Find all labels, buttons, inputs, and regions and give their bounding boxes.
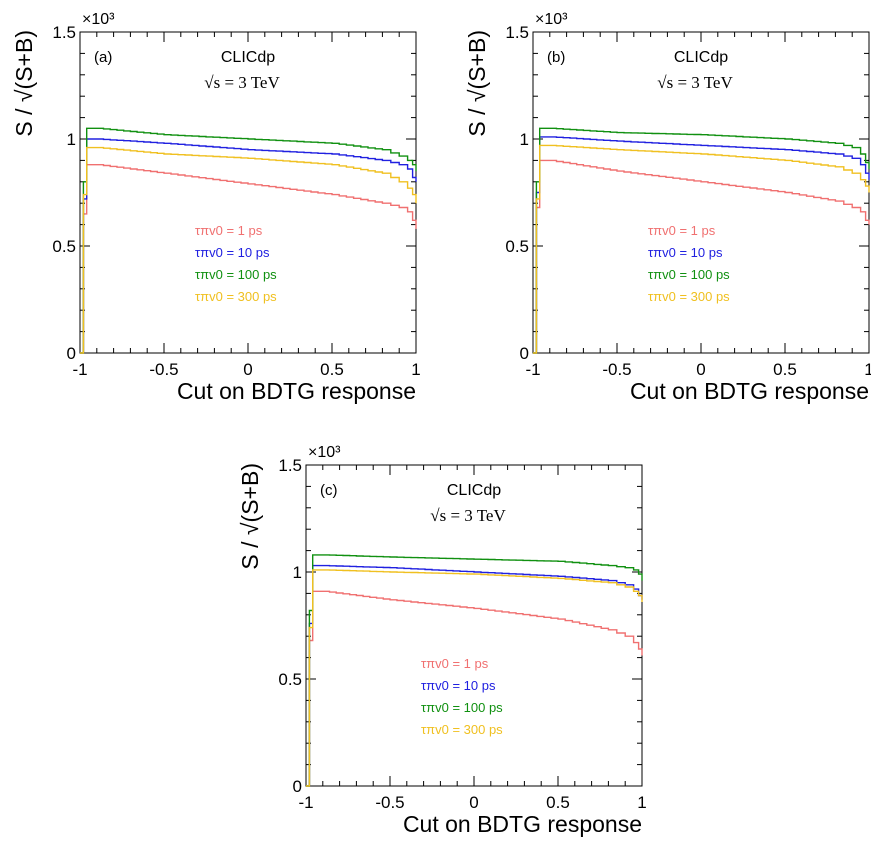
panel-label: (a) <box>94 49 112 66</box>
y-tick-label: 1 <box>520 130 529 149</box>
energy-label: √s = 3 TeV <box>430 506 506 525</box>
energy-label: √s = 3 TeV <box>204 73 280 92</box>
x-tick-label: 1 <box>864 360 871 379</box>
x-axis-label: Cut on BDTG response <box>630 378 869 404</box>
legend-entry: τπv0 = 300 ps <box>421 722 503 737</box>
x-tick-label: -0.5 <box>149 360 178 379</box>
y-tick-label: 1 <box>293 563 302 582</box>
x-tick-label: 1 <box>411 360 420 379</box>
panel-label: (b) <box>547 49 565 66</box>
y-multiplier-label: ×10³ <box>535 11 568 28</box>
y-tick-label: 0.5 <box>505 237 529 256</box>
legend-entry: τπv0 = 1 ps <box>648 223 716 238</box>
y-axis-label: S / √(S+B) <box>237 463 263 570</box>
energy-label: √s = 3 TeV <box>657 73 733 92</box>
series-line-3 <box>80 146 417 354</box>
chart-panel-b: -1 -0.5 0 0.5 1 0 0.5 1 1.5 ×10³ Cut on BDTG respo… <box>464 11 871 404</box>
legend-entry: τπv0 = 1 ps <box>421 656 489 671</box>
y-axis-label: S / √(S+B) <box>11 30 37 137</box>
y-tick-label: 0 <box>67 344 76 363</box>
y-tick-label: 0 <box>293 777 302 796</box>
series-line-3 <box>533 144 870 354</box>
x-tick-label: 0 <box>243 360 252 379</box>
series-line-1 <box>533 136 870 354</box>
legend-entry: τπv0 = 10 ps <box>195 245 270 260</box>
legend-entry: τπv0 = 300 ps <box>648 289 730 304</box>
experiment-label: CLICdp <box>674 49 728 66</box>
x-tick-label: 0.5 <box>320 360 344 379</box>
legend-entry: τπv0 = 10 ps <box>421 678 496 693</box>
x-tick-label: -1 <box>525 360 540 379</box>
x-tick-label: 0.5 <box>773 360 797 379</box>
y-multiplier-label: ×10³ <box>308 444 341 461</box>
y-tick-label: 0 <box>520 344 529 363</box>
legend-entry: τπv0 = 100 ps <box>195 267 277 282</box>
chart-panel-c: -1 -0.5 0 0.5 1 0 0.5 1 1.5 ×10³ Cut on BDTG respo… <box>237 444 647 837</box>
x-tick-label: -1 <box>72 360 87 379</box>
experiment-label: CLICdp <box>447 482 501 499</box>
legend-entry: τπv0 = 100 ps <box>421 700 503 715</box>
series-line-0 <box>533 159 870 354</box>
y-tick-label: 0.5 <box>278 670 302 689</box>
y-tick-label: 1.5 <box>278 456 302 475</box>
chart-panel-a: -1 -0.5 0 0.5 1 0 0.5 1 1.5 ×10³ Cut on BDTG respo… <box>11 11 421 404</box>
x-axis-label: Cut on BDTG response <box>403 811 642 837</box>
x-tick-label: 1 <box>637 793 646 812</box>
series-line-3 <box>306 569 643 787</box>
legend-entry: τπv0 = 300 ps <box>195 289 277 304</box>
legend-entry: τπv0 = 1 ps <box>195 223 263 238</box>
series-line-2 <box>306 554 643 787</box>
x-tick-label: -0.5 <box>375 793 404 812</box>
series-line-2 <box>80 127 417 354</box>
x-tick-label: 0 <box>469 793 478 812</box>
y-tick-label: 1 <box>67 130 76 149</box>
y-tick-label: 0.5 <box>52 237 76 256</box>
series-line-1 <box>306 564 643 787</box>
x-axis-label: Cut on BDTG response <box>177 378 416 404</box>
x-tick-label: -1 <box>298 793 313 812</box>
experiment-label: CLICdp <box>221 49 275 66</box>
x-tick-label: 0.5 <box>546 793 570 812</box>
y-tick-label: 1.5 <box>505 23 529 42</box>
x-tick-label: 0 <box>696 360 705 379</box>
x-tick-label: -0.5 <box>602 360 631 379</box>
series-line-0 <box>80 164 417 354</box>
series-line-1 <box>80 138 417 354</box>
series-line-0 <box>306 590 643 787</box>
y-axis-label: S / √(S+B) <box>464 30 490 137</box>
panel-label: (c) <box>320 482 338 499</box>
legend-entry: τπv0 = 10 ps <box>648 245 723 260</box>
y-multiplier-label: ×10³ <box>82 11 115 28</box>
legend-entry: τπv0 = 100 ps <box>648 267 730 282</box>
series-line-2 <box>533 127 870 354</box>
y-tick-label: 1.5 <box>52 23 76 42</box>
